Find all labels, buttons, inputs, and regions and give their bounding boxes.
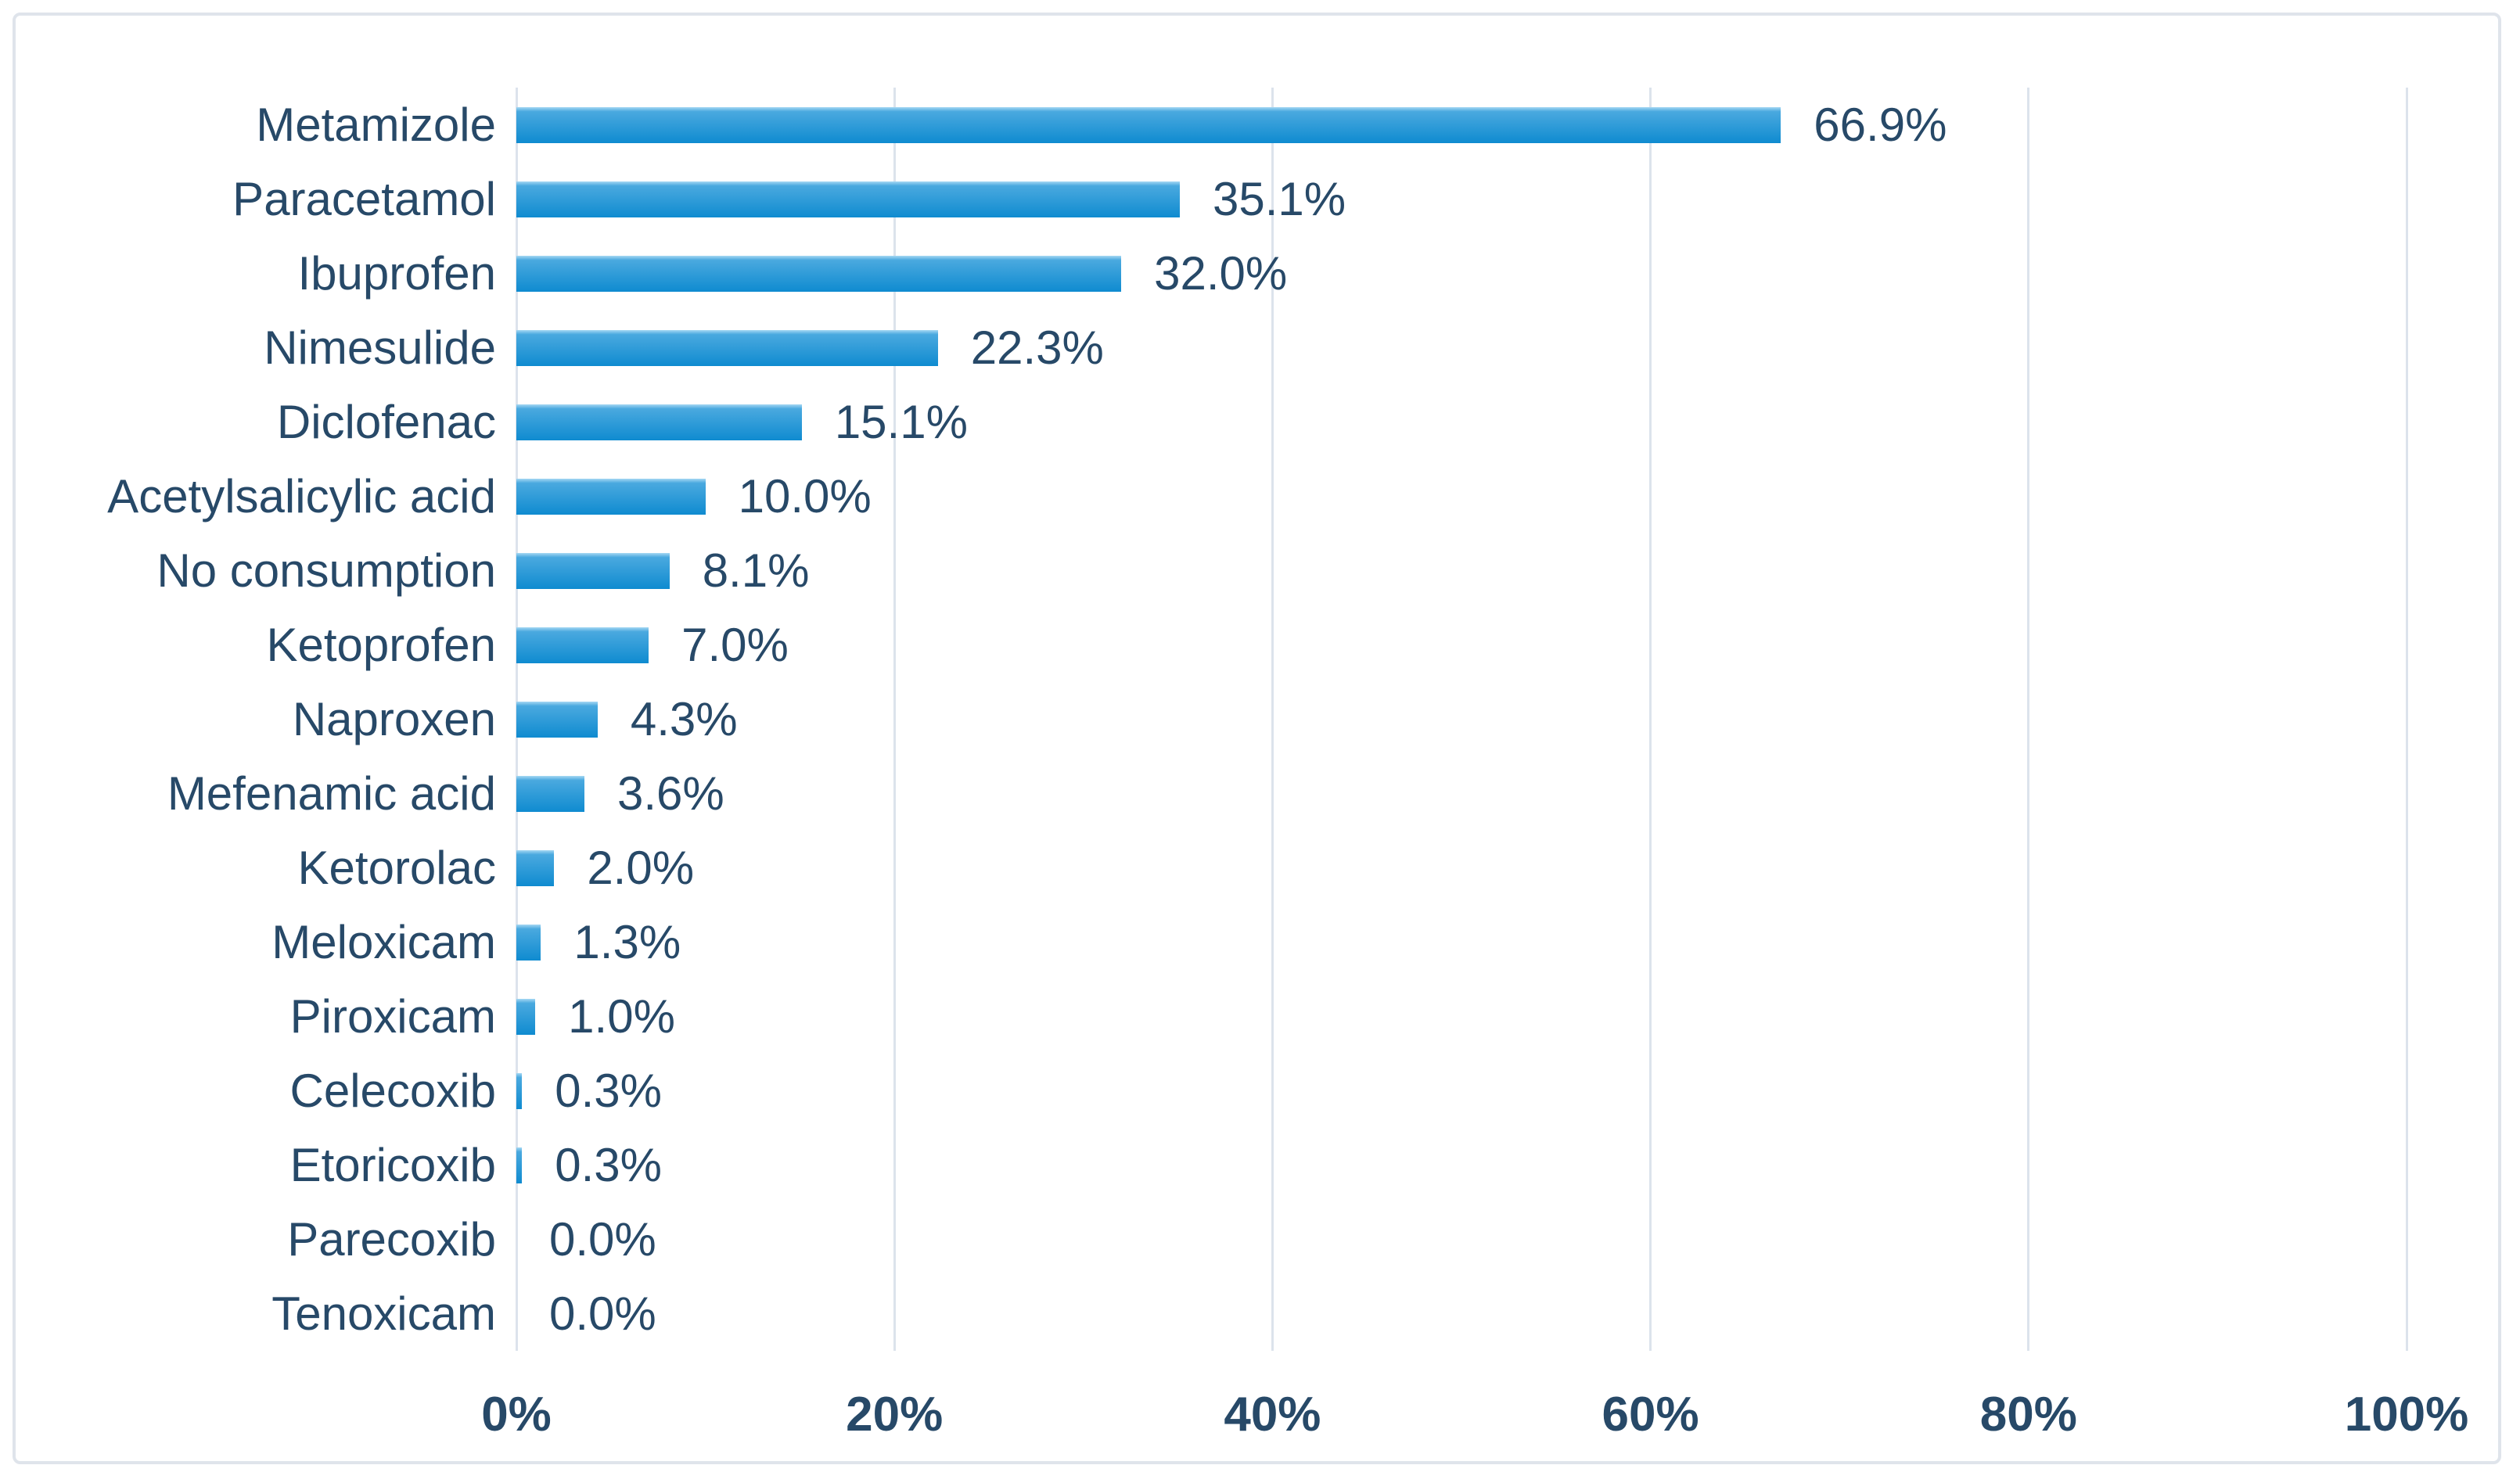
bar: [516, 552, 670, 589]
bar: [516, 181, 1181, 217]
bar-row: Celecoxib 0.3%: [290, 1054, 2407, 1128]
category-label: No consumption: [156, 544, 496, 597]
bar: [516, 627, 649, 663]
value-label: 0.3%: [555, 1139, 662, 1191]
bar-row: Parecoxib 0.0%: [287, 1202, 2407, 1277]
value-label: 2.0%: [587, 842, 695, 894]
bar: [516, 1072, 523, 1109]
category-label: Piroxicam: [289, 990, 496, 1043]
bar-row: Mefenamic acid 3.6%: [167, 756, 2407, 831]
category-label: Ketoprofen: [266, 619, 496, 671]
x-axis-tick-label: 100%: [2344, 1388, 2469, 1442]
category-label: Diclofenac: [276, 396, 496, 448]
value-label: 7.0%: [681, 619, 789, 671]
bar: [516, 849, 555, 886]
bar-row: Ketorolac 2.0%: [298, 831, 2407, 905]
bar-row: Diclofenac 15.1%: [277, 385, 2407, 459]
value-label: 0.0%: [549, 1287, 656, 1340]
value-label: 35.1%: [1213, 173, 1346, 225]
value-label: 15.1%: [834, 396, 968, 448]
x-axis-tick-label: 0%: [481, 1388, 552, 1442]
gridline: [2405, 88, 2408, 1351]
category-label: Etoricoxib: [289, 1139, 496, 1191]
bar-row: Piroxicam 1.0%: [290, 979, 2407, 1054]
bar: [516, 478, 706, 515]
category-label: Ibuprofen: [297, 247, 496, 300]
bar-row: Ibuprofen 32.0%: [297, 236, 2407, 311]
bar-row: Nimesulide 22.3%: [264, 311, 2407, 385]
gridline: [893, 88, 896, 1351]
bar: [516, 255, 1122, 292]
value-label: 8.1%: [702, 544, 810, 597]
bar-row: Paracetamol 35.1%: [232, 162, 2407, 236]
value-label: 32.0%: [1154, 247, 1288, 300]
category-label: Ketorolac: [297, 842, 496, 894]
x-axis-tick-label: 60%: [1602, 1388, 1699, 1442]
x-axis-tick-label: 40%: [1224, 1388, 1321, 1442]
category-label: Metamizole: [256, 99, 496, 151]
category-label: Nimesulide: [264, 321, 496, 374]
plot-area: 0% 20% 40% 60% 80% 100% Metamizole 66.9% Paracet…: [107, 88, 2468, 1442]
bar-row: Metamizole 66.9%: [256, 88, 2407, 162]
gridline: [2027, 88, 2030, 1351]
gridline: [1271, 88, 1274, 1351]
x-axis-tick-label: 80%: [1979, 1388, 2077, 1442]
bar: [516, 775, 584, 812]
value-label: 3.6%: [617, 767, 724, 820]
bar-row: Acetylsalicylic acid 10.0%: [107, 459, 2407, 533]
category-label: Tenoxicam: [271, 1287, 496, 1340]
bar-row: Ketoprofen 7.0%: [266, 608, 2407, 682]
bar: [516, 701, 598, 738]
value-label: 66.9%: [1814, 99, 1947, 151]
value-label: 22.3%: [970, 321, 1104, 374]
chart-frame: 0% 20% 40% 60% 80% 100% Metamizole 66.9% Paracet…: [13, 13, 2501, 1464]
bar-row: Tenoxicam 0.0%: [271, 1277, 2407, 1351]
category-label: Celecoxib: [289, 1065, 496, 1117]
bar: [516, 1147, 523, 1183]
value-label: 10.0%: [738, 470, 872, 522]
value-label: 0.0%: [549, 1213, 656, 1266]
value-label: 4.3%: [630, 693, 738, 745]
category-label: Parecoxib: [287, 1213, 496, 1266]
category-label: Naproxen: [292, 693, 496, 745]
x-axis-tick-label: 20%: [846, 1388, 944, 1442]
category-label: Paracetamol: [232, 173, 496, 225]
bar-row: Meloxicam 1.3%: [271, 905, 2407, 979]
category-label: Meloxicam: [271, 916, 496, 968]
bar: [516, 924, 541, 961]
bar-row: Etoricoxib 0.3%: [290, 1128, 2407, 1202]
value-label: 1.3%: [573, 916, 681, 968]
bar: [516, 106, 1781, 143]
bar: [516, 329, 938, 366]
bar-row: Naproxen 4.3%: [293, 682, 2407, 756]
value-label: 0.3%: [555, 1065, 662, 1117]
gridline: [1649, 88, 1652, 1351]
category-label: Mefenamic acid: [167, 767, 496, 820]
category-label: Acetylsalicylic acid: [107, 470, 496, 522]
bar-row: No consumption 8.1%: [156, 533, 2407, 608]
value-label: 1.0%: [568, 990, 675, 1043]
bar: [516, 404, 802, 440]
bar: [516, 998, 536, 1035]
